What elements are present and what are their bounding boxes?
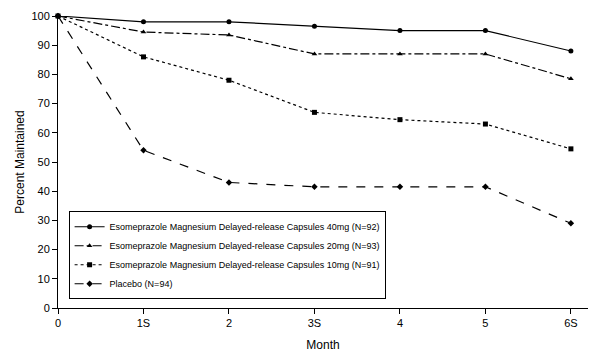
svg-text:100: 100 [31, 10, 49, 22]
svg-text:Esomeprazole Magnesium Delayed: Esomeprazole Magnesium Delayed-release C… [110, 241, 380, 251]
svg-text:Month: Month [306, 338, 339, 352]
svg-text:40: 40 [38, 185, 50, 197]
svg-text:60: 60 [38, 127, 50, 139]
svg-text:5: 5 [482, 317, 488, 329]
svg-text:10: 10 [38, 273, 50, 285]
svg-text:80: 80 [38, 68, 50, 80]
svg-text:6S: 6S [564, 317, 577, 329]
svg-text:4: 4 [397, 317, 403, 329]
svg-text:50: 50 [38, 156, 50, 168]
svg-text:Esomeprazole Magnesium Delayed: Esomeprazole Magnesium Delayed-release C… [110, 260, 380, 270]
svg-text:3S: 3S [308, 317, 321, 329]
svg-text:90: 90 [38, 39, 50, 51]
svg-text:Percent Maintained: Percent Maintained [13, 110, 27, 213]
svg-text:Placebo (N=94): Placebo (N=94) [110, 279, 173, 289]
svg-text:70: 70 [38, 97, 50, 109]
svg-text:1S: 1S [137, 317, 150, 329]
svg-text:0: 0 [44, 302, 50, 314]
svg-text:Esomeprazole Magnesium Delayed: Esomeprazole Magnesium Delayed-release C… [110, 222, 380, 232]
svg-text:0: 0 [55, 317, 61, 329]
svg-text:20: 20 [38, 243, 50, 255]
svg-text:30: 30 [38, 214, 50, 226]
svg-text:2: 2 [226, 317, 232, 329]
